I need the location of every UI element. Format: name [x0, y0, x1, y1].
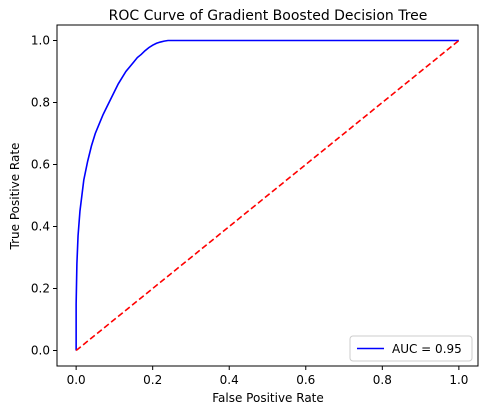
y-axis: 0.0 0.2 0.4 0.6 0.8 1.0 [31, 34, 57, 358]
y-tick-label: 0.0 [31, 344, 50, 358]
x-axis: 0.0 0.2 0.4 0.6 0.8 1.0 [67, 366, 468, 387]
plot-frame [56, 24, 479, 367]
y-tick-label: 0.8 [31, 96, 50, 110]
y-tick-label: 0.6 [31, 158, 50, 172]
x-tick-label: 0.8 [373, 373, 392, 387]
y-tick-label: 1.0 [31, 34, 50, 48]
x-tick-label: 0.4 [220, 373, 239, 387]
y-axis-label: True Positive Rate [8, 143, 22, 251]
legend: AUC = 0.95 [349, 335, 473, 362]
chance-diagonal-line [75, 39, 460, 352]
x-tick-label: 0.6 [296, 373, 315, 387]
legend-label-roc: AUC = 0.95 [392, 342, 462, 356]
y-tick-label: 0.2 [31, 282, 50, 296]
roc-curve-line [75, 39, 459, 351]
y-tick-label: 0.4 [31, 220, 50, 234]
legend-box [349, 335, 473, 362]
x-tick-label: 1.0 [449, 373, 468, 387]
x-axis-label: False Positive Rate [212, 391, 324, 405]
x-tick-label: 0.2 [143, 373, 162, 387]
x-tick-label: 0.0 [67, 373, 86, 387]
chart-title: ROC Curve of Gradient Boosted Decision T… [109, 8, 428, 24]
series-layer [75, 39, 460, 352]
